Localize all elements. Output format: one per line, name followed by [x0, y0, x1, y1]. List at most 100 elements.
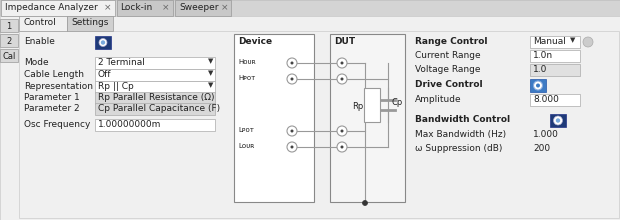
- Text: Hᴘᴏᴛ: Hᴘᴏᴛ: [238, 75, 255, 81]
- Circle shape: [291, 62, 293, 64]
- Circle shape: [287, 58, 297, 68]
- Bar: [67, 16, 113, 31]
- Text: Enable: Enable: [24, 37, 55, 46]
- Bar: [95, 92, 215, 104]
- Text: Manual: Manual: [533, 37, 566, 46]
- Text: ×: ×: [162, 3, 169, 12]
- Circle shape: [337, 58, 347, 68]
- Text: Control: Control: [23, 18, 56, 27]
- Text: ×: ×: [220, 3, 228, 12]
- Bar: [330, 34, 405, 202]
- Bar: [95, 36, 111, 49]
- Text: Parameter 2: Parameter 2: [24, 104, 79, 113]
- Circle shape: [533, 81, 542, 90]
- Text: Sweeper: Sweeper: [179, 3, 218, 12]
- Text: Range Control: Range Control: [415, 37, 487, 46]
- Bar: [0, 34, 18, 47]
- Circle shape: [536, 84, 540, 88]
- Bar: [234, 34, 314, 202]
- Text: Max Bandwidth (Hz): Max Bandwidth (Hz): [415, 130, 506, 139]
- Bar: [530, 50, 580, 62]
- Text: Rp: Rp: [352, 102, 363, 111]
- Circle shape: [101, 40, 105, 45]
- Circle shape: [340, 145, 343, 149]
- Text: 1.0n: 1.0n: [533, 51, 553, 60]
- Bar: [530, 79, 546, 92]
- Text: ×: ×: [104, 3, 111, 12]
- Text: 1: 1: [6, 22, 12, 31]
- Text: Cp: Cp: [392, 98, 403, 107]
- Text: Current Range: Current Range: [415, 51, 480, 60]
- Text: ▼: ▼: [208, 70, 213, 76]
- Text: Rp || Cp: Rp || Cp: [98, 82, 134, 91]
- Text: DUT: DUT: [334, 37, 355, 46]
- Bar: [175, 0, 231, 16]
- Text: Cp Parallel Capacitance (F): Cp Parallel Capacitance (F): [98, 104, 220, 113]
- Circle shape: [291, 77, 293, 81]
- Circle shape: [337, 142, 347, 152]
- Text: Cable Length: Cable Length: [24, 70, 84, 79]
- Text: Settings: Settings: [71, 18, 108, 27]
- Bar: [95, 119, 215, 131]
- Circle shape: [583, 37, 593, 47]
- Text: Lᴏᴜʀ: Lᴏᴜʀ: [238, 143, 254, 149]
- Bar: [19, 16, 67, 31]
- Bar: [0, 49, 18, 62]
- Circle shape: [287, 126, 297, 136]
- Text: Mode: Mode: [24, 58, 48, 67]
- Bar: [19, 31, 619, 218]
- Circle shape: [337, 74, 347, 84]
- Text: 1.000: 1.000: [533, 130, 559, 139]
- Text: Lock-in: Lock-in: [121, 3, 153, 12]
- Text: Impedance Analyzer: Impedance Analyzer: [5, 3, 98, 12]
- Circle shape: [337, 126, 347, 136]
- Text: ▼: ▼: [208, 82, 213, 88]
- Text: Off: Off: [98, 70, 112, 79]
- Circle shape: [291, 145, 293, 149]
- Circle shape: [99, 38, 107, 46]
- Text: 200: 200: [533, 144, 550, 153]
- Circle shape: [340, 130, 343, 132]
- Text: ▼: ▼: [208, 58, 213, 64]
- Circle shape: [363, 200, 368, 205]
- Bar: [530, 36, 580, 48]
- Circle shape: [291, 130, 293, 132]
- Text: Amplitude: Amplitude: [415, 95, 462, 104]
- Circle shape: [554, 116, 562, 125]
- Bar: [530, 64, 580, 76]
- Text: Voltage Range: Voltage Range: [415, 65, 480, 74]
- Text: 8.000: 8.000: [533, 95, 559, 104]
- Circle shape: [340, 77, 343, 81]
- Text: Hᴏᴜʀ: Hᴏᴜʀ: [238, 59, 255, 65]
- Text: Drive Control: Drive Control: [415, 80, 482, 89]
- Bar: [530, 94, 580, 106]
- Text: 1.00000000m: 1.00000000m: [98, 120, 161, 129]
- Text: Device: Device: [238, 37, 272, 46]
- Text: Cal: Cal: [2, 51, 16, 61]
- Text: Bandwidth Control: Bandwidth Control: [415, 115, 510, 124]
- Circle shape: [287, 142, 297, 152]
- Text: Rp Parallel Resistance (Ω): Rp Parallel Resistance (Ω): [98, 93, 215, 102]
- Bar: [95, 57, 215, 69]
- Text: ▼: ▼: [570, 37, 575, 43]
- Text: ω Suppression (dB): ω Suppression (dB): [415, 144, 502, 153]
- Text: Lᴘᴏᴛ: Lᴘᴏᴛ: [238, 127, 254, 133]
- Bar: [95, 103, 215, 115]
- Text: Parameter 1: Parameter 1: [24, 93, 80, 102]
- Circle shape: [340, 62, 343, 64]
- Text: 1.0: 1.0: [533, 65, 547, 74]
- Text: 2 Terminal: 2 Terminal: [98, 58, 145, 67]
- Bar: [0, 0, 620, 16]
- Circle shape: [287, 74, 297, 84]
- Text: Osc Frequency: Osc Frequency: [24, 120, 91, 129]
- Bar: [0, 19, 18, 32]
- Bar: [95, 81, 215, 93]
- Bar: [95, 69, 215, 81]
- Text: 2: 2: [6, 37, 12, 46]
- Bar: [550, 114, 566, 127]
- Bar: [1, 0, 115, 16]
- Circle shape: [556, 118, 560, 123]
- Text: Representation: Representation: [24, 82, 93, 91]
- Bar: [117, 0, 173, 16]
- Bar: [364, 88, 380, 122]
